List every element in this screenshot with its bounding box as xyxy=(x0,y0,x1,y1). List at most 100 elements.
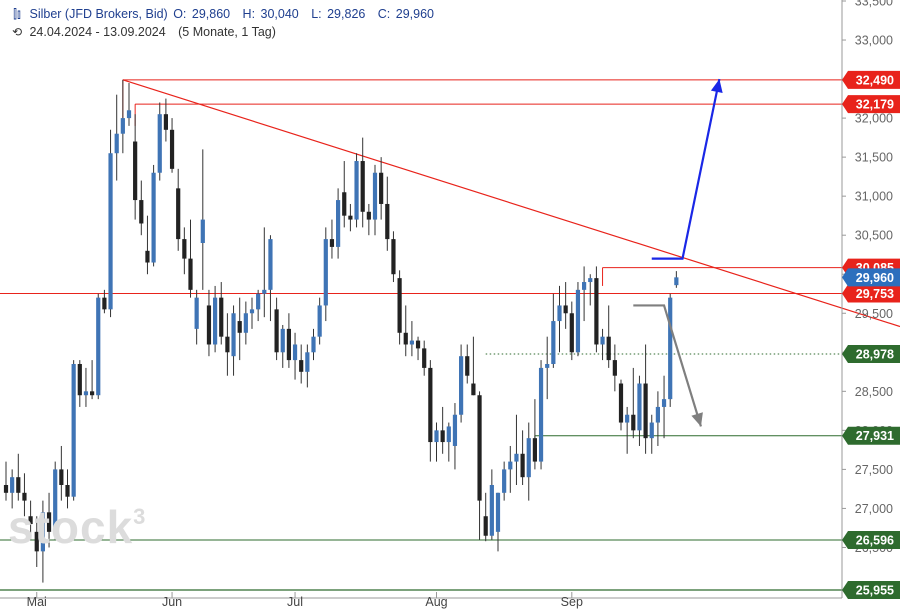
candle-down xyxy=(403,332,408,345)
clock-history-icon[interactable]: ⟲ xyxy=(11,25,23,39)
candle-up xyxy=(625,414,630,423)
support-price-tag xyxy=(842,530,900,549)
candle-down xyxy=(102,297,107,310)
instrument-name: Silber (JFD Brokers, Bid) xyxy=(29,7,168,21)
candle-up xyxy=(268,239,273,290)
range-detail: (5 Monate, 1 Tag) xyxy=(178,25,276,39)
close-value: 29,960 xyxy=(395,7,434,21)
support-price-tag xyxy=(842,581,900,599)
support-price-tag xyxy=(842,426,900,445)
candle-down xyxy=(182,239,187,259)
candle-up xyxy=(262,289,267,294)
candle-up xyxy=(600,336,605,345)
candle-down xyxy=(606,336,611,361)
candle-up xyxy=(526,438,531,478)
candle-up xyxy=(551,321,556,365)
chart-header-range: ⟲ 24.04.2024 - 13.09.2024 (5 Monate, 1 T… xyxy=(10,25,278,39)
support-price-tag xyxy=(842,345,900,364)
candle-down xyxy=(348,215,353,220)
x-tick-label: Jun xyxy=(162,595,182,609)
candle-up xyxy=(151,172,156,263)
candle-down xyxy=(237,321,242,333)
candle-down xyxy=(65,485,70,497)
candle-down xyxy=(169,129,175,169)
candle-down xyxy=(471,383,476,396)
candle-down xyxy=(483,516,488,536)
candle-down xyxy=(299,360,304,372)
candle-up xyxy=(434,430,439,443)
candle-up xyxy=(213,297,218,345)
candle-down xyxy=(176,188,181,240)
candle-up xyxy=(194,297,199,329)
candle-down xyxy=(391,239,396,275)
candle-down xyxy=(286,328,291,361)
candle-up xyxy=(323,239,328,306)
candle-down xyxy=(385,203,390,240)
candle-up xyxy=(452,414,458,446)
y-tick-label: 31,500 xyxy=(855,151,893,165)
resistance-price-tag-label: 29,753 xyxy=(856,287,894,301)
candle-up xyxy=(336,200,341,247)
high-value: 30,040 xyxy=(260,7,299,21)
candle-up xyxy=(108,153,113,310)
candle-up xyxy=(557,305,562,322)
candle-down xyxy=(225,336,230,353)
y-tick-label: 30,500 xyxy=(855,229,893,243)
open-label: O: xyxy=(173,7,187,21)
close-label: C: xyxy=(377,7,391,21)
candle-down xyxy=(77,364,82,396)
candle-down xyxy=(163,114,168,130)
candle-down xyxy=(219,297,224,337)
current-price-tag xyxy=(842,268,900,287)
candle-down xyxy=(643,383,648,439)
candle-down xyxy=(22,492,27,501)
candle-up xyxy=(256,293,261,310)
candle-down xyxy=(563,305,568,314)
candle-up xyxy=(502,469,507,493)
candle-down xyxy=(133,141,138,201)
candle-down xyxy=(366,211,371,220)
candle-up xyxy=(459,356,464,415)
candle-up xyxy=(249,309,255,314)
candle-up xyxy=(53,469,58,532)
candle-up xyxy=(409,340,414,345)
support-price-tag-label: 28,978 xyxy=(856,348,894,362)
high-label: H: xyxy=(242,7,256,21)
candle-up xyxy=(305,352,310,372)
candle-up xyxy=(83,391,89,396)
candle-down xyxy=(16,477,21,493)
candle-up xyxy=(668,297,673,400)
low-label: L: xyxy=(311,7,322,21)
candle-up xyxy=(96,297,101,396)
x-tick-label: Aug xyxy=(425,595,447,609)
candle-up xyxy=(514,453,519,462)
candle-down xyxy=(139,200,144,224)
candle-up xyxy=(588,278,593,283)
candlestick-icon[interactable]: ⫿⫾ xyxy=(13,7,21,21)
candle-up xyxy=(120,118,125,134)
candle-down xyxy=(59,469,64,486)
candle-up xyxy=(317,305,322,337)
candle-up xyxy=(582,282,587,290)
candle-up xyxy=(538,367,544,462)
current-price-tag-label: 29,960 xyxy=(856,271,894,285)
candle-up xyxy=(292,344,298,361)
bearish-scenario-arrow xyxy=(633,304,703,427)
candle-down xyxy=(440,430,445,443)
candle-down xyxy=(145,250,150,263)
candle-up xyxy=(126,110,132,119)
candle-down xyxy=(3,485,9,493)
candle-down xyxy=(90,391,95,396)
candle-up xyxy=(508,461,513,470)
candle-up xyxy=(311,336,316,353)
y-tick-label: 27,000 xyxy=(855,502,893,516)
resistance-price-tag-label: 32,179 xyxy=(856,98,894,112)
candle-up xyxy=(231,313,236,357)
candle-down xyxy=(274,309,279,353)
candle-up xyxy=(674,277,679,286)
candle-down xyxy=(397,278,402,333)
low-value: 29,826 xyxy=(327,7,366,21)
candle-down xyxy=(342,192,347,216)
x-tick-label: Mai xyxy=(27,595,47,609)
